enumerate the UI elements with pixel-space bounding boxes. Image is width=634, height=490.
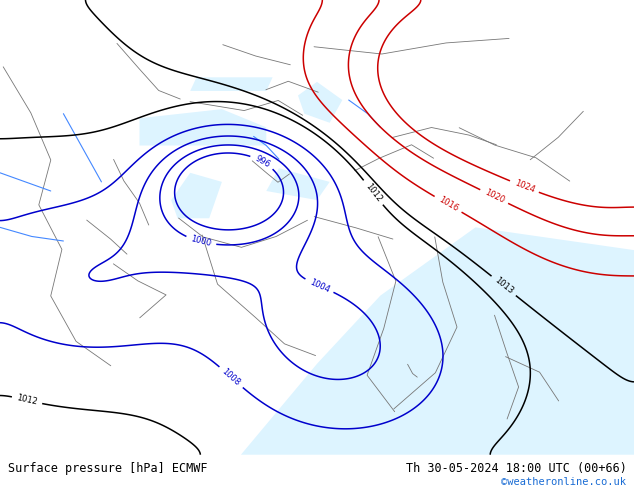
Text: 1013: 1013 xyxy=(493,276,515,296)
Text: 996: 996 xyxy=(253,154,271,170)
Text: Th 30-05-2024 18:00 UTC (00+66): Th 30-05-2024 18:00 UTC (00+66) xyxy=(406,462,626,475)
Polygon shape xyxy=(298,82,342,123)
Text: ©weatheronline.co.uk: ©weatheronline.co.uk xyxy=(501,477,626,487)
Text: 1020: 1020 xyxy=(482,188,505,205)
Text: 1012: 1012 xyxy=(363,182,383,204)
Polygon shape xyxy=(139,109,266,146)
Text: 1012: 1012 xyxy=(16,393,38,407)
Text: 1024: 1024 xyxy=(513,179,536,195)
Text: 1008: 1008 xyxy=(220,367,242,388)
Text: 1004: 1004 xyxy=(308,277,331,294)
Text: Surface pressure [hPa] ECMWF: Surface pressure [hPa] ECMWF xyxy=(8,462,207,475)
Text: 1000: 1000 xyxy=(190,235,212,248)
Polygon shape xyxy=(190,77,273,91)
Polygon shape xyxy=(266,168,330,200)
Polygon shape xyxy=(241,227,634,455)
Polygon shape xyxy=(171,173,222,218)
Text: 1016: 1016 xyxy=(437,195,460,214)
